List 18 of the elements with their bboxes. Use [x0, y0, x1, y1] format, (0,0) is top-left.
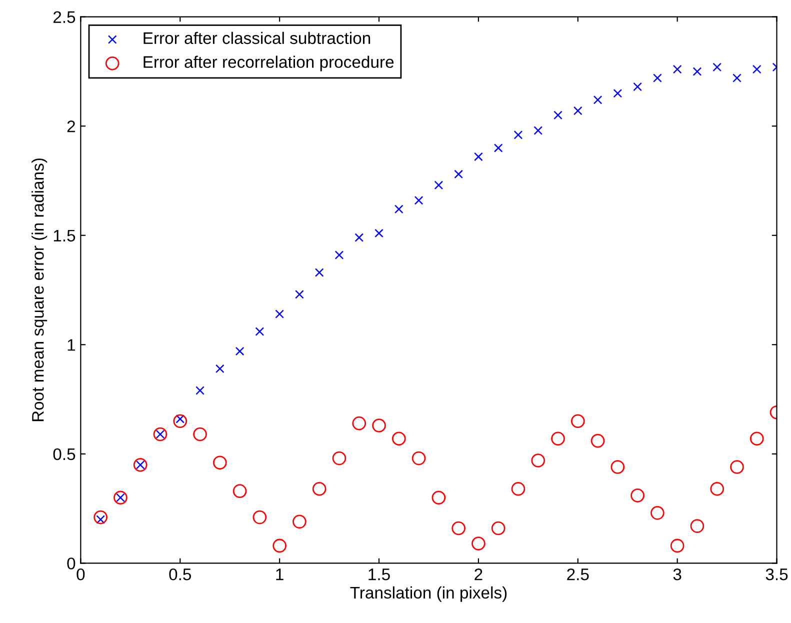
x-tick-label: 3 [673, 568, 682, 580]
y-tick-label: 2 [67, 120, 75, 132]
x-tick-label: 2.5 [567, 568, 589, 580]
legend-label: Error after recorrelation procedure [144, 56, 394, 72]
y-axis-title: Root mean square error (in radians) [32, 158, 48, 422]
x-axis-title: Translation (in pixels) [350, 586, 507, 602]
x-tick-label: 1 [276, 568, 284, 580]
y-tick-label: 0 [67, 558, 76, 570]
x-tick-label: 2 [474, 568, 482, 580]
y-tick-label: 0.5 [53, 448, 76, 460]
x-tick-label: 0.5 [169, 568, 192, 580]
y-tick-label: 1.5 [54, 230, 76, 242]
legend-label: Error after classical subtraction [144, 32, 370, 44]
y-tick-label: 2.5 [53, 11, 76, 24]
x-tick-label: 1.5 [368, 568, 390, 580]
x-tick-label: 0 [76, 568, 85, 580]
x-tick-label: 3.5 [766, 568, 788, 580]
y-tick-label: 1 [68, 339, 76, 351]
